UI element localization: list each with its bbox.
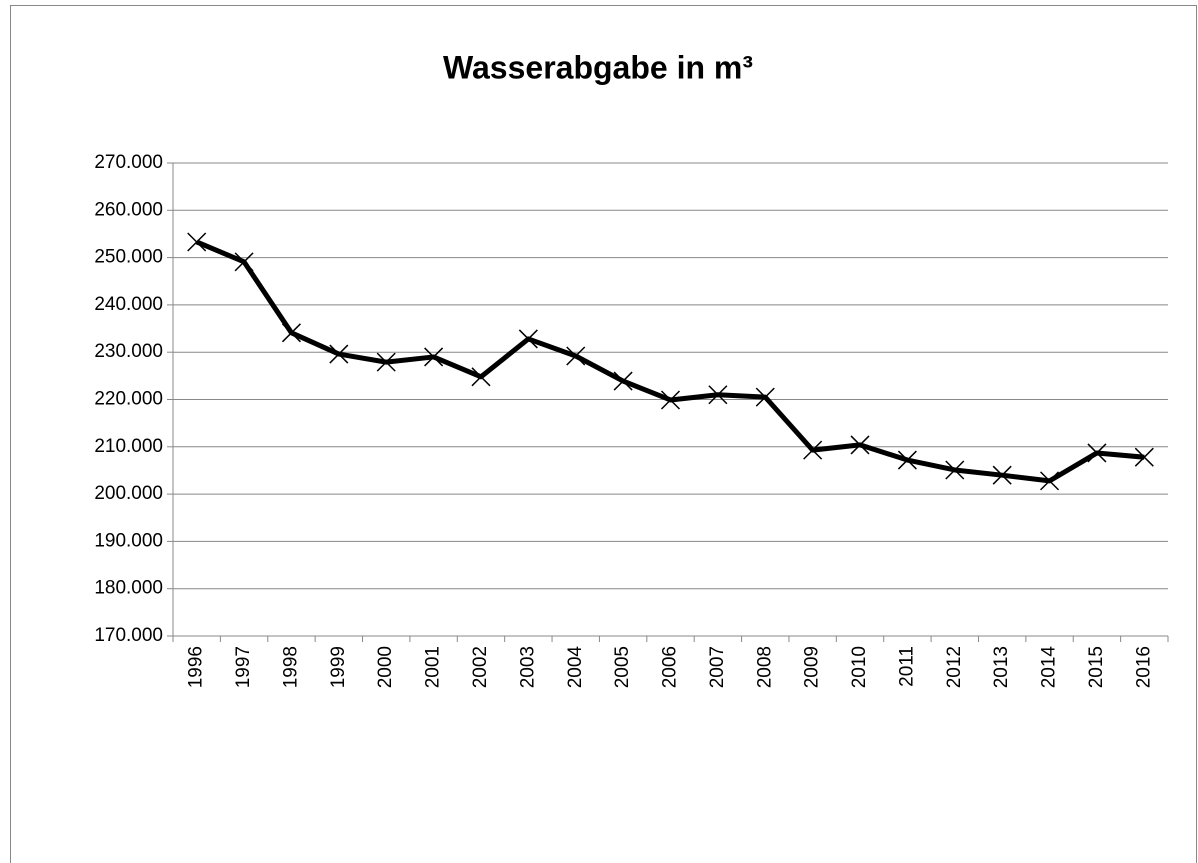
x-tick-label: 2010 — [849, 646, 870, 688]
data-marker — [187, 232, 207, 252]
data-marker — [660, 390, 681, 410]
x-tick-label: 2000 — [375, 646, 396, 688]
data-marker — [755, 387, 775, 407]
data-marker — [566, 346, 586, 366]
data-marker — [1040, 471, 1060, 491]
data-marker — [897, 450, 917, 470]
data-marker — [708, 385, 728, 405]
x-tick-label: 2004 — [565, 646, 586, 689]
x-tick-label: 2012 — [944, 646, 965, 688]
data-marker — [424, 347, 444, 367]
y-tick-label: 180.000 — [94, 578, 163, 599]
y-tick-label: 240.000 — [94, 294, 163, 315]
y-tick-label: 210.000 — [94, 436, 163, 457]
x-tick-label: 2006 — [660, 646, 681, 688]
y-tick-label: 170.000 — [94, 625, 163, 646]
y-tick-label: 230.000 — [94, 341, 163, 362]
data-marker — [945, 460, 965, 480]
data-marker — [329, 344, 349, 364]
data-marker — [281, 323, 301, 343]
x-tick-label: 2009 — [802, 646, 823, 688]
data-marker — [803, 440, 823, 460]
x-tick-label: 2014 — [1039, 646, 1060, 689]
data-marker — [613, 371, 633, 391]
x-tick-label: 2003 — [517, 646, 538, 688]
y-tick-label: 270.000 — [94, 152, 163, 173]
x-tick-label: 2016 — [1133, 646, 1154, 688]
data-marker — [1134, 447, 1154, 467]
data-marker — [376, 352, 396, 372]
data-marker — [471, 367, 491, 387]
y-tick-label: 190.000 — [94, 530, 163, 551]
x-tick-label: 2013 — [991, 646, 1012, 688]
x-tick-label: 1998 — [280, 646, 301, 688]
data-marker — [992, 465, 1012, 485]
x-tick-label: 2011 — [896, 646, 917, 687]
data-marker — [234, 252, 254, 272]
data-marker — [1087, 443, 1107, 463]
y-tick-label: 220.000 — [94, 389, 163, 410]
x-tick-label: 2015 — [1086, 646, 1107, 688]
y-tick-label: 200.000 — [94, 483, 163, 504]
data-marker — [850, 435, 870, 455]
x-tick-label: 1996 — [186, 646, 207, 688]
x-tick-label: 2008 — [754, 646, 775, 688]
x-tick-label: 2005 — [612, 646, 633, 688]
chart-title: Wasserabgabe in m³ — [443, 49, 753, 85]
x-tick-label: 2007 — [707, 646, 728, 688]
y-tick-label: 250.000 — [94, 247, 163, 268]
x-tick-label: 1997 — [233, 646, 254, 688]
y-tick-label: 260.000 — [94, 199, 163, 220]
x-tick-label: 2001 — [423, 646, 444, 688]
chart-frame — [10, 5, 1197, 863]
x-tick-label: 2002 — [470, 646, 491, 688]
data-marker — [518, 329, 538, 349]
x-tick-label: 1999 — [328, 646, 349, 688]
